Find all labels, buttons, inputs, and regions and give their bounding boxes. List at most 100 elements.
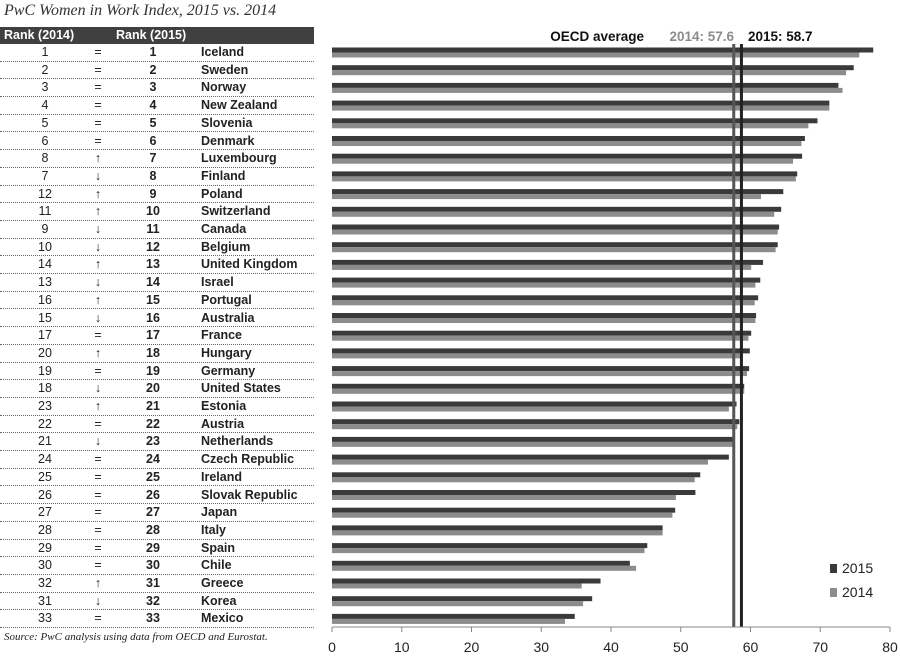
bar-2015 — [332, 313, 757, 318]
bar-2014 — [332, 282, 756, 288]
table-row: 29 = 29 Spain — [0, 540, 314, 558]
bar-2015 — [332, 171, 798, 177]
table-row: 14 ↑ 13 United Kingdom — [0, 256, 314, 275]
rank-2014-cell: 13 — [38, 275, 52, 290]
rank-change-cell: = — [94, 45, 102, 59]
legend-label-2014: 2014 — [842, 584, 873, 600]
table-row: 1 = 1 Iceland — [0, 44, 314, 62]
country-name-cell: Austria — [201, 416, 245, 431]
rank-2015-cell: 17 — [146, 328, 160, 343]
bar-2014 — [332, 406, 729, 412]
rank-change-cell: = — [94, 558, 102, 573]
rank-2014-cell: 6 — [41, 133, 49, 148]
rank-2015-cell: 11 — [146, 222, 160, 236]
bar-2014 — [332, 211, 775, 217]
table-row: 16 ↑ 15 Portugal — [0, 292, 314, 310]
header-rank-2014: Rank (2014) — [4, 28, 75, 42]
rank-2015-cell: 6 — [149, 133, 157, 148]
country-name-cell: Poland — [201, 186, 243, 201]
bar-2014 — [332, 530, 663, 536]
bar-2015 — [332, 259, 764, 265]
bar-2014 — [332, 353, 743, 359]
bar-2015 — [332, 277, 761, 283]
x-tick-label: 60 — [743, 639, 759, 655]
country-name-cell: Greece — [201, 576, 244, 590]
rank-2015-cell: 16 — [146, 310, 160, 325]
legend-label-2015: 2015 — [842, 560, 873, 576]
bar-2014 — [332, 194, 761, 200]
rank-2015-cell: 19 — [146, 363, 160, 378]
table-row: 11 ↑ 10 Switzerland — [0, 203, 314, 221]
bar-2014 — [332, 477, 695, 483]
rank-change-cell: ↓ — [94, 593, 102, 608]
rank-2014-cell: 1 — [41, 45, 49, 59]
bar-2015 — [332, 436, 734, 442]
rank-2015-cell: 24 — [146, 452, 160, 467]
rank-change-cell: ↓ — [94, 239, 102, 254]
table-row: 30 = 30 Chile — [0, 557, 314, 575]
rank-change-cell: ↑ — [94, 151, 102, 166]
rank-2015-cell: 32 — [146, 593, 160, 608]
table-row: 6 = 6 Denmark — [0, 133, 314, 151]
rank-2014-cell: 2 — [41, 62, 49, 77]
rank-change-cell: = — [94, 487, 102, 502]
bar-2014 — [332, 548, 645, 554]
rank-2014-cell: 24 — [38, 452, 52, 467]
table-row: 9 ↓ 11 Canada — [0, 221, 314, 239]
bar-2014 — [332, 264, 752, 270]
rank-2015-cell: 27 — [146, 505, 160, 520]
rank-2014-cell: 32 — [38, 576, 52, 590]
rank-change-cell: ↓ — [94, 275, 102, 290]
x-tick-label: 0 — [328, 639, 336, 655]
country-name-cell: Canada — [201, 222, 247, 236]
bar-2015 — [332, 348, 750, 354]
bar-2015 — [332, 224, 780, 230]
rank-2014-cell: 16 — [38, 292, 52, 307]
country-name-cell: Luxembourg — [201, 151, 277, 166]
rank-2015-cell: 13 — [146, 257, 160, 272]
country-name-cell: Israel — [201, 275, 234, 290]
bar-2014 — [332, 141, 802, 146]
x-tick-label: 20 — [464, 639, 480, 655]
rank-2014-cell: 9 — [41, 222, 49, 236]
rank-change-cell: ↓ — [94, 434, 102, 449]
rank-2014-cell: 17 — [38, 328, 52, 343]
table-row: 32 ↑ 31 Greece — [0, 575, 314, 593]
country-name-cell: France — [201, 328, 242, 343]
rank-2015-cell: 29 — [146, 540, 160, 555]
bar-2015 — [332, 366, 750, 372]
rank-2015-cell: 12 — [146, 239, 160, 254]
rank-2014-cell: 22 — [38, 416, 52, 431]
rank-2014-cell: 11 — [38, 204, 52, 219]
bar-2014 — [332, 247, 776, 253]
table-row: 3 = 3 Norway — [0, 79, 314, 98]
country-name-cell: Korea — [201, 593, 237, 608]
bar-2014 — [332, 459, 708, 465]
country-name-cell: Sweden — [201, 62, 249, 77]
rank-2014-cell: 26 — [38, 487, 52, 502]
bar-2015 — [332, 543, 648, 549]
country-name-cell: Estonia — [201, 399, 247, 413]
bar-2015 — [332, 65, 854, 71]
rank-2015-cell: 1 — [149, 45, 157, 59]
rank-2014-cell: 33 — [38, 611, 52, 626]
rank-2014-cell: 10 — [38, 239, 52, 254]
bar-2015 — [332, 401, 737, 407]
rank-2015-cell: 21 — [146, 399, 160, 413]
x-tick-label: 50 — [673, 639, 689, 655]
x-tick-label: 70 — [812, 639, 828, 655]
bar-2015 — [332, 578, 601, 584]
rank-change-cell: = — [94, 452, 102, 467]
rank-2014-cell: 31 — [38, 593, 52, 608]
table-row: 12 ↑ 9 Poland — [0, 186, 314, 204]
rank-2015-cell: 14 — [146, 275, 160, 290]
table-row: 10 ↓ 12 Belgium — [0, 239, 314, 257]
x-tick-label: 80 — [882, 639, 898, 655]
bar-2015 — [332, 596, 593, 602]
rank-change-cell: = — [94, 469, 102, 484]
rank-2014-cell: 27 — [38, 505, 52, 520]
oecd-2015-label: 2015: 58.7 — [748, 29, 813, 44]
x-tick-label: 10 — [394, 639, 410, 655]
x-tick-label: 40 — [603, 639, 619, 655]
